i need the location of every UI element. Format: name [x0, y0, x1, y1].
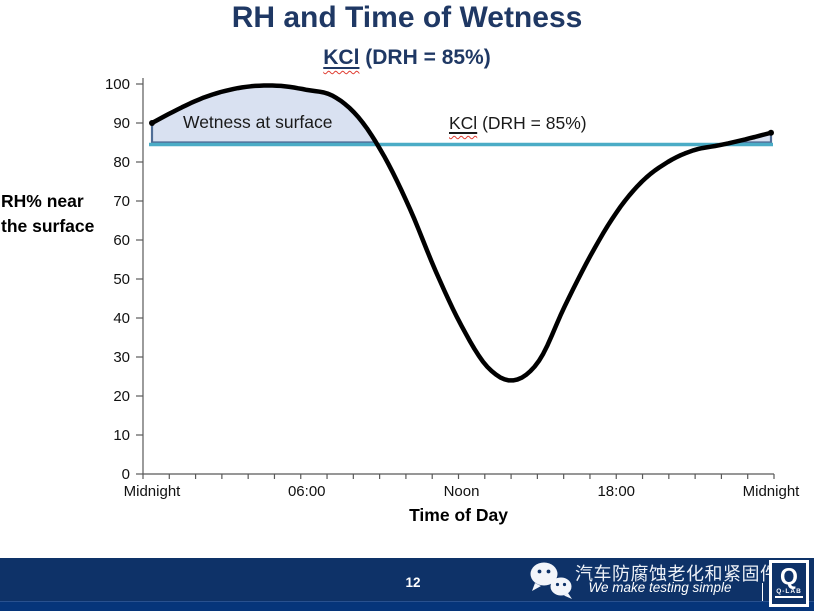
svg-text:Noon: Noon: [444, 483, 480, 500]
threshold-salt-name: KCl: [449, 113, 478, 133]
footer-divider: [762, 583, 763, 601]
wetness-annotation: Wetness at surface: [183, 112, 333, 132]
svg-text:10: 10: [113, 427, 130, 444]
subtitle-salt-name: KCl: [323, 46, 360, 69]
slide-title: RH and Time of Wetness: [231, 1, 583, 34]
threshold-annotation: KCl (DRH = 85%): [449, 113, 587, 134]
qlab-logo-q: Q: [780, 563, 798, 589]
y-axis-title-line1: RH% near: [1, 191, 84, 211]
svg-text:30: 30: [113, 349, 130, 366]
svg-text:18:00: 18:00: [597, 483, 635, 500]
svg-text:80: 80: [113, 154, 130, 171]
svg-text:60: 60: [113, 232, 130, 249]
y-axis-title-line2: the surface: [1, 216, 95, 236]
rh-time-of-wetness-chart: 0 10 20 30 40 50 60 70 80 90 100 Midnight 06:00 Noon 1…: [105, 76, 801, 500]
wechat-icon: [530, 562, 572, 599]
y-axis-title: RH% near the surface: [1, 189, 94, 239]
svg-text:70: 70: [113, 193, 130, 210]
svg-text:0: 0: [122, 466, 130, 483]
svg-text:40: 40: [113, 310, 130, 327]
footer-bottom-strip: [0, 601, 814, 611]
subtitle-drh-text: (DRH = 85%): [359, 46, 491, 69]
svg-text:100: 100: [105, 76, 130, 93]
slide-subtitle: KCl (DRH = 85%): [0, 46, 814, 70]
svg-text:Midnight: Midnight: [743, 483, 801, 500]
footer-brand-text: 汽车防腐蚀老化和紧固件: [575, 564, 779, 584]
threshold-drh-text: (DRH = 85%): [477, 113, 587, 133]
qlab-logo: Q Q-LAB: [769, 560, 809, 607]
qlab-logo-underline: [775, 596, 803, 598]
svg-text:50: 50: [113, 271, 130, 288]
svg-text:Midnight: Midnight: [124, 483, 182, 500]
svg-text:20: 20: [113, 388, 130, 405]
x-axis-title: Time of Day: [409, 505, 508, 525]
footer-tagline: We make testing simple: [588, 580, 732, 595]
footer-bar: 12 汽车防腐蚀老化和紧固件 We make testing simple Q …: [0, 558, 814, 611]
page-number: 12: [405, 575, 421, 590]
svg-text:90: 90: [113, 115, 130, 132]
qlab-logo-name: Q-LAB: [776, 588, 802, 595]
svg-text:06:00: 06:00: [288, 483, 326, 500]
